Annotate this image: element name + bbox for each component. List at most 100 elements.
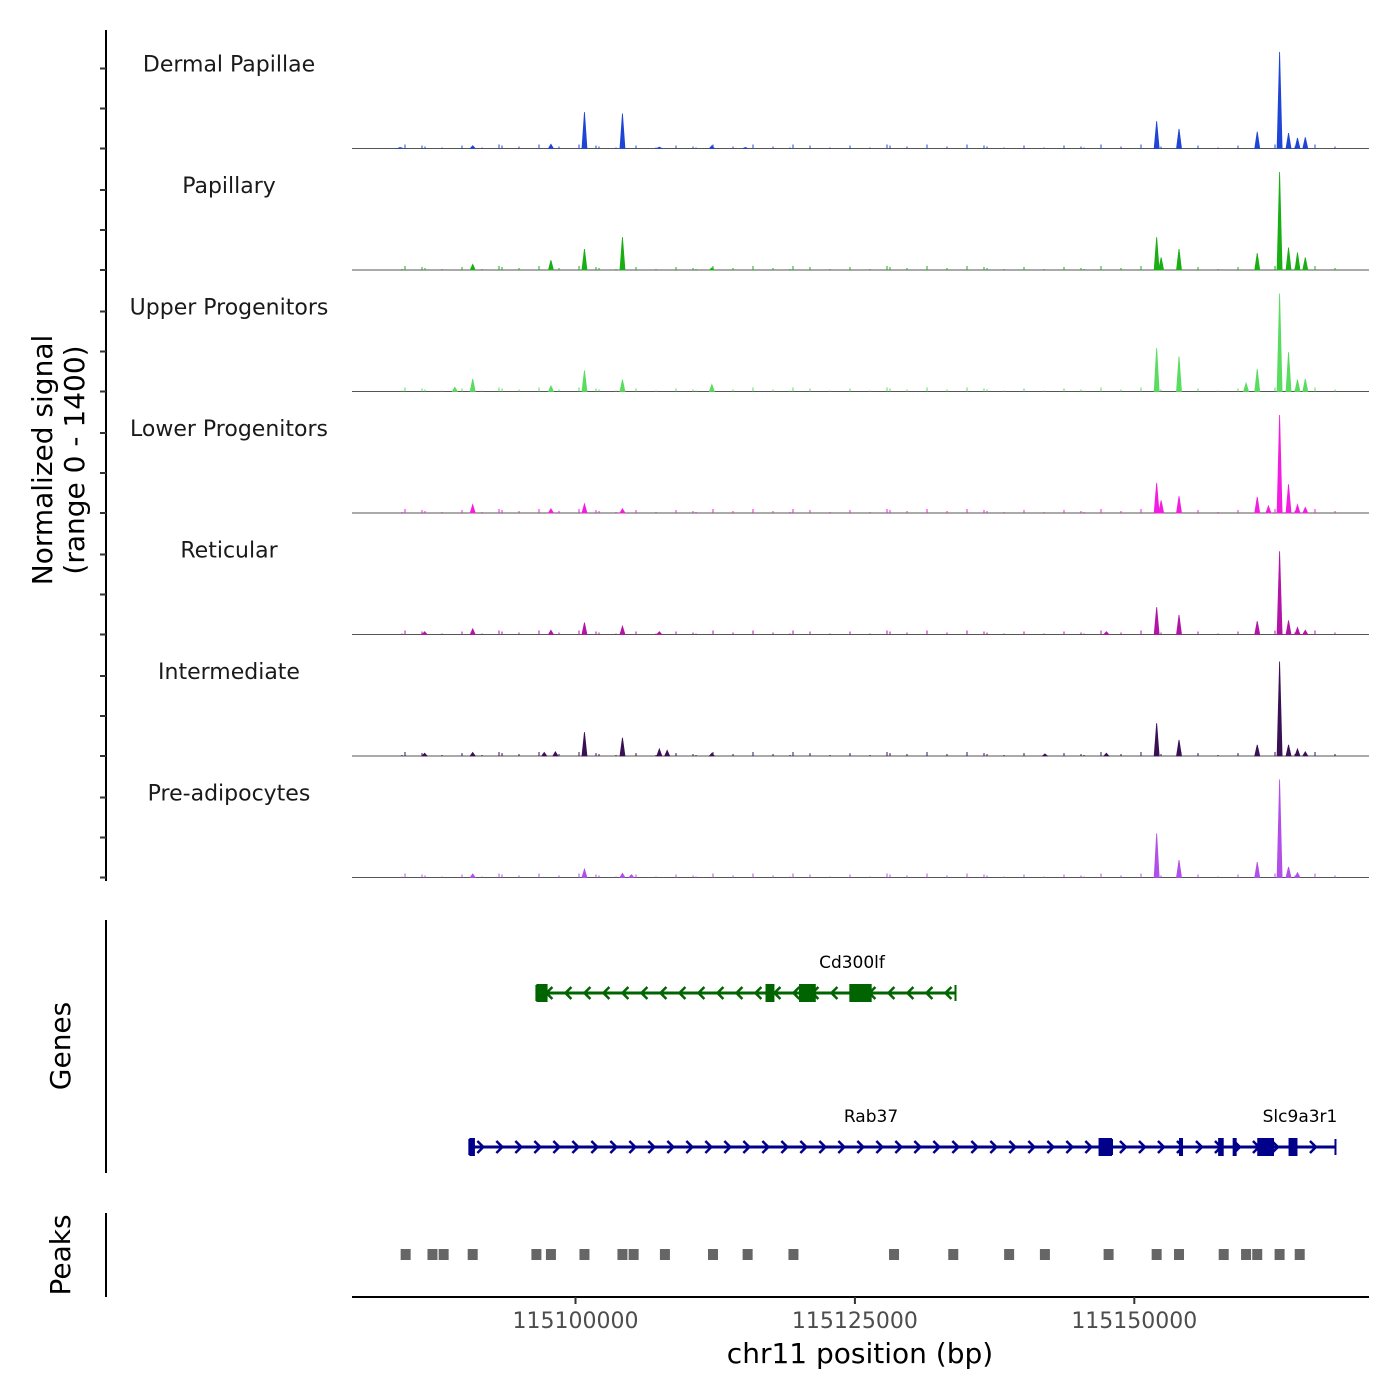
signal-peak	[469, 873, 476, 878]
signal-peak	[581, 867, 588, 878]
gene-strand-chevron	[989, 1140, 999, 1154]
gene-strand-chevron	[723, 1140, 733, 1154]
signal-peak	[1153, 607, 1160, 635]
gene-exon	[799, 984, 816, 1002]
signal-peak	[1176, 739, 1182, 757]
gene-exon	[1218, 1138, 1224, 1156]
gene-exon	[849, 984, 872, 1002]
peak-region	[617, 1249, 628, 1260]
track-label: Papillary	[182, 174, 276, 199]
gene-label: Rab37	[844, 1107, 898, 1127]
signal-peak	[619, 737, 626, 757]
signal-peak	[1285, 866, 1292, 878]
x-tick-label: 115100000	[513, 1309, 639, 1334]
peak-region	[1294, 1249, 1305, 1260]
signal-peak	[1153, 723, 1160, 757]
signal-peak	[619, 237, 626, 271]
peak-region	[1174, 1249, 1185, 1260]
gene-strand-chevron	[742, 1140, 752, 1154]
gene-exon	[536, 984, 548, 1002]
gene-strand-chevron	[894, 1140, 904, 1154]
gene-exon	[1257, 1138, 1275, 1156]
gene-models: Cd300lf Rab37 Slc9a3r1	[468, 953, 1337, 1156]
peaks-panel-title: Peaks	[44, 1214, 77, 1295]
signal-y-ticks	[100, 67, 106, 879]
gene-exon	[1232, 1138, 1237, 1156]
signal-peak	[469, 503, 476, 514]
signal-peak	[1302, 629, 1309, 635]
signal-peak	[1285, 133, 1292, 149]
peak-region	[788, 1249, 799, 1260]
signal-peak	[1254, 253, 1261, 271]
track-intermediate: Intermediate	[158, 660, 1369, 757]
signal-peak	[1153, 482, 1160, 514]
gene-exon	[1098, 1138, 1112, 1156]
signal-peak	[742, 147, 749, 149]
signal-peak	[1294, 871, 1301, 878]
signal-peak	[1294, 379, 1301, 392]
track-upper-progenitors: Upper Progenitors	[130, 293, 1369, 392]
signal-peak	[1176, 859, 1182, 878]
peak-markers	[400, 1249, 1305, 1260]
signal-peak	[547, 260, 554, 271]
signal-peak	[619, 508, 626, 514]
signal-peak	[1276, 171, 1283, 271]
gene-strand-chevron	[753, 986, 763, 1000]
gene-strand-chevron	[951, 1140, 961, 1154]
signal-peak	[619, 872, 626, 878]
x-axis-ticks: 115100000 115125000 115150000	[513, 1297, 1197, 1334]
signal-peak	[1254, 131, 1261, 149]
signal-peak	[655, 146, 664, 149]
gene-strand-chevron	[829, 986, 839, 1000]
gene-strand-chevron	[658, 986, 668, 1000]
signal-peak	[1176, 128, 1182, 149]
x-tick-label: 115150000	[1071, 1309, 1197, 1334]
signal-peak	[1254, 496, 1261, 514]
track-label: Pre-adipocytes	[148, 782, 311, 807]
signal-peak	[1285, 352, 1292, 392]
gene-strand-chevron	[837, 1140, 847, 1154]
signal-peak	[1285, 247, 1292, 271]
track-reticular: Reticular	[180, 539, 1369, 635]
x-axis-title: chr11 position (bp)	[727, 1337, 993, 1370]
track-papillary: Papillary	[182, 171, 1369, 271]
gene-strand-chevron	[1157, 1140, 1166, 1154]
gene-strand-chevron	[818, 1140, 828, 1154]
gene-strand-chevron	[590, 1140, 600, 1154]
gene-strand-chevron	[761, 1140, 771, 1154]
peak-region	[438, 1249, 449, 1260]
signal-peak	[1276, 51, 1283, 149]
peak-region	[659, 1249, 670, 1260]
signal-peak	[1302, 257, 1309, 271]
signal-peak	[552, 751, 559, 757]
gene-strand-chevron	[696, 986, 706, 1000]
gene-strand-chevron	[886, 986, 896, 1000]
peak-region	[531, 1249, 542, 1260]
signal-peak	[581, 248, 588, 271]
signal-peak	[1176, 248, 1182, 271]
signal-tracks: Dermal Papillae Papillary Upper Progenitor…	[130, 51, 1369, 878]
peak-region	[948, 1249, 959, 1260]
peak-region	[467, 1249, 478, 1260]
gene-exon	[1179, 1138, 1184, 1156]
gene-strand-chevron	[552, 1140, 562, 1154]
signal-peak	[1276, 293, 1283, 392]
gene-strand-chevron	[1138, 1140, 1147, 1154]
gene-strand-chevron	[913, 1140, 923, 1154]
track-lower-progenitors: Lower Progenitors	[130, 414, 1369, 514]
gene-strand-chevron	[943, 986, 953, 1000]
gene-strand-chevron	[932, 1140, 942, 1154]
track-dermal-papillae: Dermal Papillae	[143, 51, 1369, 149]
signal-peak	[1294, 252, 1301, 271]
gene-strand-chevron	[1008, 1140, 1018, 1154]
gene-strand-chevron	[799, 1140, 809, 1154]
gene-strand-chevron	[601, 986, 611, 1000]
signal-peak	[1294, 503, 1301, 514]
gene-rab37: Rab37	[468, 1107, 1113, 1156]
signal-peak	[581, 622, 588, 635]
signal-peak	[1176, 356, 1182, 392]
signal-peak	[581, 112, 588, 149]
signal-peak	[1243, 381, 1250, 392]
gene-exon	[1288, 1138, 1298, 1156]
gene-strand-chevron	[856, 1140, 866, 1154]
